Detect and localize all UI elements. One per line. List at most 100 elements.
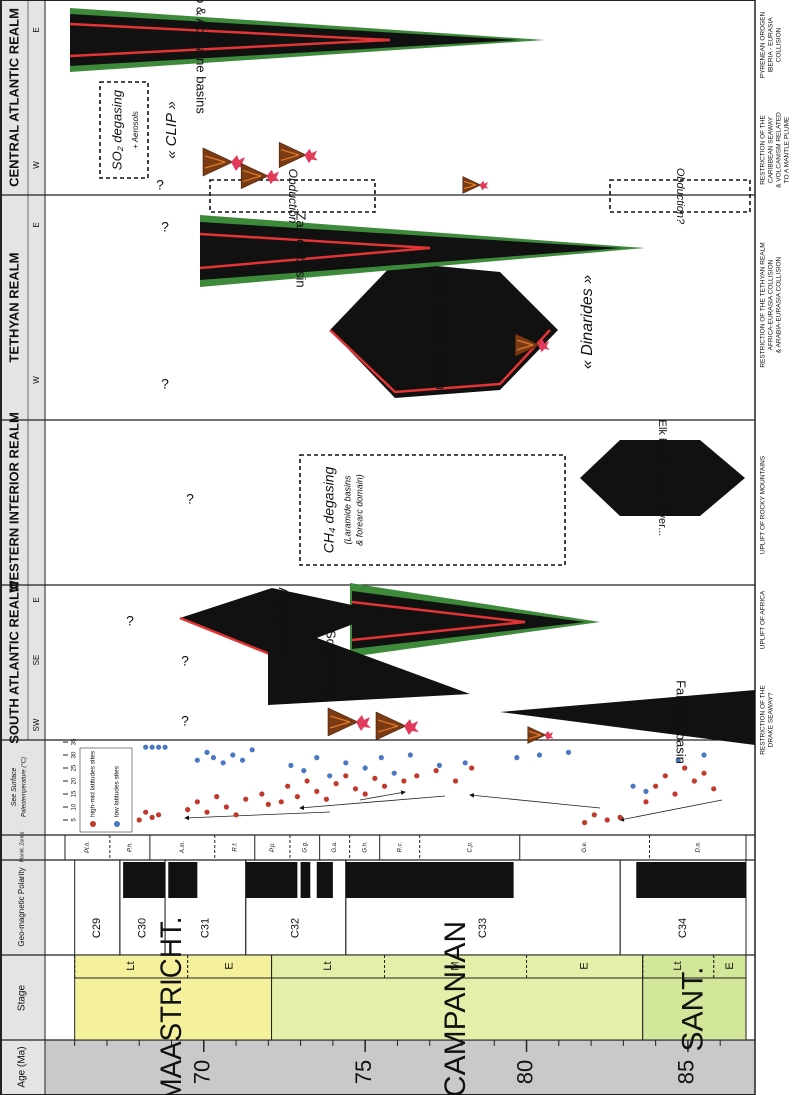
sst-point [469, 765, 475, 771]
sst-point [314, 788, 320, 795]
side-label: SW [32, 718, 41, 731]
feature-label: Tremp & Aquitaine basins [194, 0, 209, 114]
sst-point [155, 812, 162, 818]
sst-point [701, 752, 707, 758]
realm-title: SOUTH ATLANTIC REALM [6, 581, 21, 743]
sst-point [265, 801, 271, 808]
normal-polarity [245, 862, 298, 898]
side-label: E [32, 597, 41, 602]
sst-point [701, 770, 707, 776]
sst-point [662, 773, 668, 779]
sst-point [643, 799, 649, 805]
sst-point [630, 783, 636, 789]
sst-point [136, 817, 142, 823]
volcano [278, 141, 307, 169]
zone-label: G.g. [302, 841, 308, 852]
age-tick-label: 75 [351, 1060, 376, 1084]
volcano-stripe [280, 149, 300, 161]
sst-point [162, 744, 168, 750]
sst-point [452, 778, 459, 784]
zone-label: G.a. [332, 841, 338, 852]
sst-tick-label: 10 [72, 803, 78, 810]
volcano-stripe [377, 719, 399, 733]
stage-name: MAASTRICHT. [155, 917, 188, 1095]
normal-polarity [636, 862, 746, 898]
sst-point [155, 744, 162, 750]
volcano [515, 333, 541, 357]
feature-label: Zagros basin [294, 212, 309, 287]
volcano-stripe [204, 155, 226, 169]
sst-point [314, 755, 320, 761]
sst-point [362, 765, 368, 771]
volcano [462, 176, 482, 194]
side-label: E [32, 27, 41, 32]
trend-arrow [469, 793, 601, 809]
feature-label: ? [126, 613, 134, 629]
stage-name: CAMPANIAN [439, 921, 472, 1095]
sst-tick-label: 25 [72, 764, 78, 771]
trend-arrow [299, 795, 446, 811]
note-text: TO A MANTLE PLUME [784, 116, 791, 183]
basin-outline [179, 616, 273, 657]
age-tick-label: 85 [674, 1060, 699, 1084]
dashed-box [209, 179, 376, 213]
note-text: DRAKE SEAWAY? [768, 692, 775, 747]
substage-label: Lt [322, 961, 334, 970]
sst-point [185, 807, 191, 813]
sst-point [301, 768, 307, 774]
feature-label: CH₄ degasing [321, 467, 337, 554]
volcano-stripe [528, 730, 542, 740]
sst-point [278, 799, 284, 805]
zone-label: Pl.h. [85, 841, 91, 853]
note-text: RESTRICTION OF THE [760, 115, 767, 185]
substage-label: M [449, 961, 461, 970]
sst-point [323, 796, 330, 802]
side-label: SE [32, 655, 41, 666]
volcano-stripe [516, 339, 534, 351]
feature-label: Falkland basin [674, 680, 689, 764]
trend-arrow [359, 790, 406, 801]
sst-tick-label: 20 [72, 777, 78, 784]
chron-label: C30 [136, 918, 148, 938]
sst-point [249, 747, 255, 753]
normal-polarity [123, 862, 166, 898]
feature-label: Obduction [286, 169, 300, 224]
side-label: E [32, 222, 41, 227]
eruption [404, 719, 419, 735]
age-tick-label: 80 [512, 1060, 537, 1084]
note-text: IBERIA - EURASIA [768, 17, 775, 73]
zone-label: P.h. [127, 842, 133, 852]
feature-label: & forearc domain) [354, 474, 364, 546]
legend-box [79, 747, 133, 833]
stage-box [642, 977, 747, 1041]
stage-box [271, 977, 644, 1041]
sst-point [149, 744, 155, 750]
sst-point [259, 791, 265, 797]
zone-label: C.p. [467, 841, 473, 852]
sst-point [143, 809, 149, 815]
sst-point [672, 791, 678, 797]
zone-label: P.p. [270, 842, 276, 852]
zone-label: G.h. [362, 841, 368, 852]
volcano-stripe [242, 170, 262, 182]
note-text: CARIBBEAN SEAWAY [768, 116, 775, 183]
sst-point [194, 757, 200, 763]
basin-outline [351, 600, 526, 642]
age-header: Age (Ma) [17, 1046, 28, 1087]
eruption [356, 715, 371, 731]
feature-label: ? [161, 219, 169, 235]
feature-label: (Laramide basins [342, 475, 352, 545]
stage-header: Stage [17, 984, 28, 1011]
note-text: COLLISION [776, 27, 783, 62]
sst-point [462, 760, 468, 766]
basin-triangle [70, 14, 520, 66]
sst-point [343, 760, 349, 766]
feature-label: Obduction? [674, 168, 686, 225]
note-text: PYRENEAN OROGEN [760, 11, 767, 78]
sst-point [604, 817, 610, 823]
note-text: UPLIFT OF ROCKY MOUNTAINS [760, 455, 767, 554]
eruption [479, 180, 489, 191]
volcano [327, 707, 359, 737]
feature-label: ? [181, 713, 189, 729]
sst-point [536, 752, 543, 758]
